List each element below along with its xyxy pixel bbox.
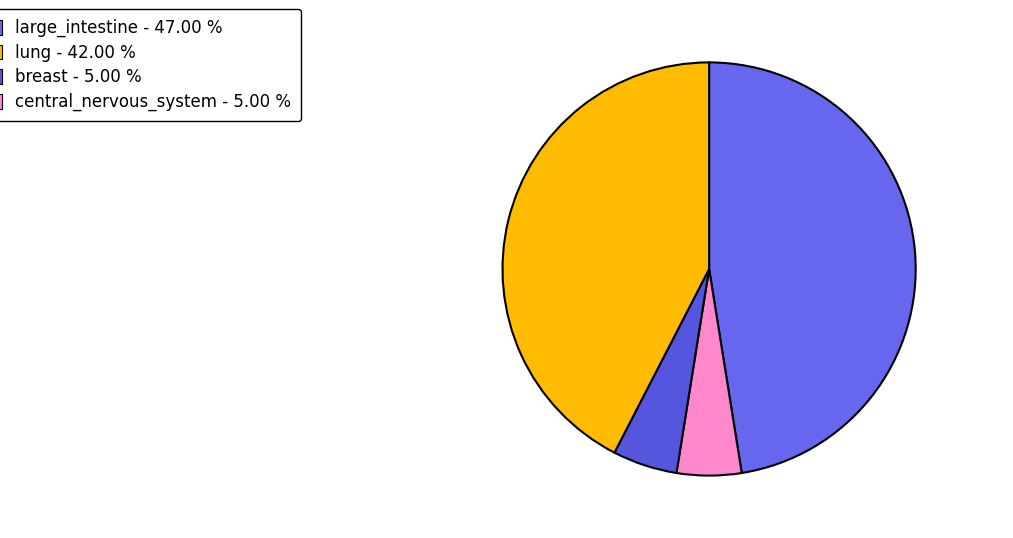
Wedge shape (709, 62, 916, 473)
Wedge shape (677, 269, 742, 476)
Legend: large_intestine - 47.00 %, lung - 42.00 %, breast - 5.00 %, central_nervous_syst: large_intestine - 47.00 %, lung - 42.00 … (0, 9, 301, 121)
Wedge shape (502, 62, 709, 452)
Wedge shape (615, 269, 709, 473)
